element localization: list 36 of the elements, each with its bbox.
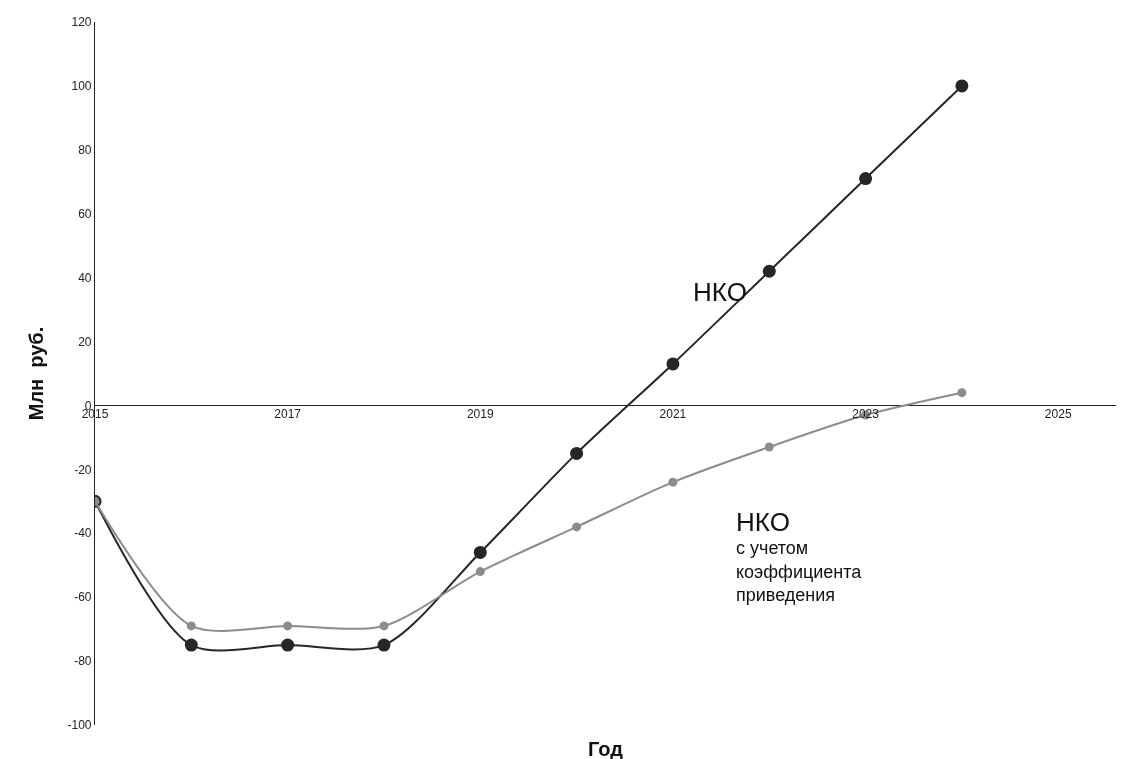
point — [668, 477, 678, 487]
y-tick-label: 40 — [78, 270, 92, 285]
point — [184, 638, 198, 652]
y-tick-label: -100 — [67, 718, 92, 733]
x-tick-label: 2017 — [274, 407, 302, 422]
y-tick-label: 80 — [78, 143, 92, 158]
y-tick-label: 100 — [71, 79, 92, 94]
point — [955, 79, 969, 93]
series-label: НКО — [693, 277, 747, 307]
x-tick-label: 2019 — [466, 407, 494, 422]
y-tick-label: -60 — [74, 590, 92, 605]
point — [379, 621, 389, 631]
point — [957, 388, 967, 398]
point — [473, 545, 487, 559]
point — [283, 621, 293, 631]
x-tick-label: 2023 — [852, 407, 880, 422]
point — [186, 621, 196, 631]
point — [666, 357, 680, 371]
point — [764, 442, 774, 452]
y-tick-label: -20 — [74, 462, 92, 477]
y-axis-title: Млн руб. — [24, 326, 47, 421]
y-tick-label: 20 — [78, 334, 92, 349]
y-tick-label: 60 — [78, 206, 92, 221]
point — [762, 264, 776, 278]
y-tick-label: -80 — [74, 654, 92, 669]
y-tick-label: 120 — [71, 15, 92, 30]
point — [281, 638, 295, 652]
point — [570, 446, 584, 460]
point — [859, 172, 873, 186]
y-tick-label: -40 — [74, 526, 92, 541]
point — [475, 567, 485, 577]
series-label: НКО с учетом коэффициента приведения — [736, 507, 863, 606]
point — [572, 522, 582, 532]
x-tick-label: 2025 — [1044, 407, 1072, 422]
point — [377, 638, 391, 652]
x-tick-label: 2021 — [659, 407, 687, 422]
